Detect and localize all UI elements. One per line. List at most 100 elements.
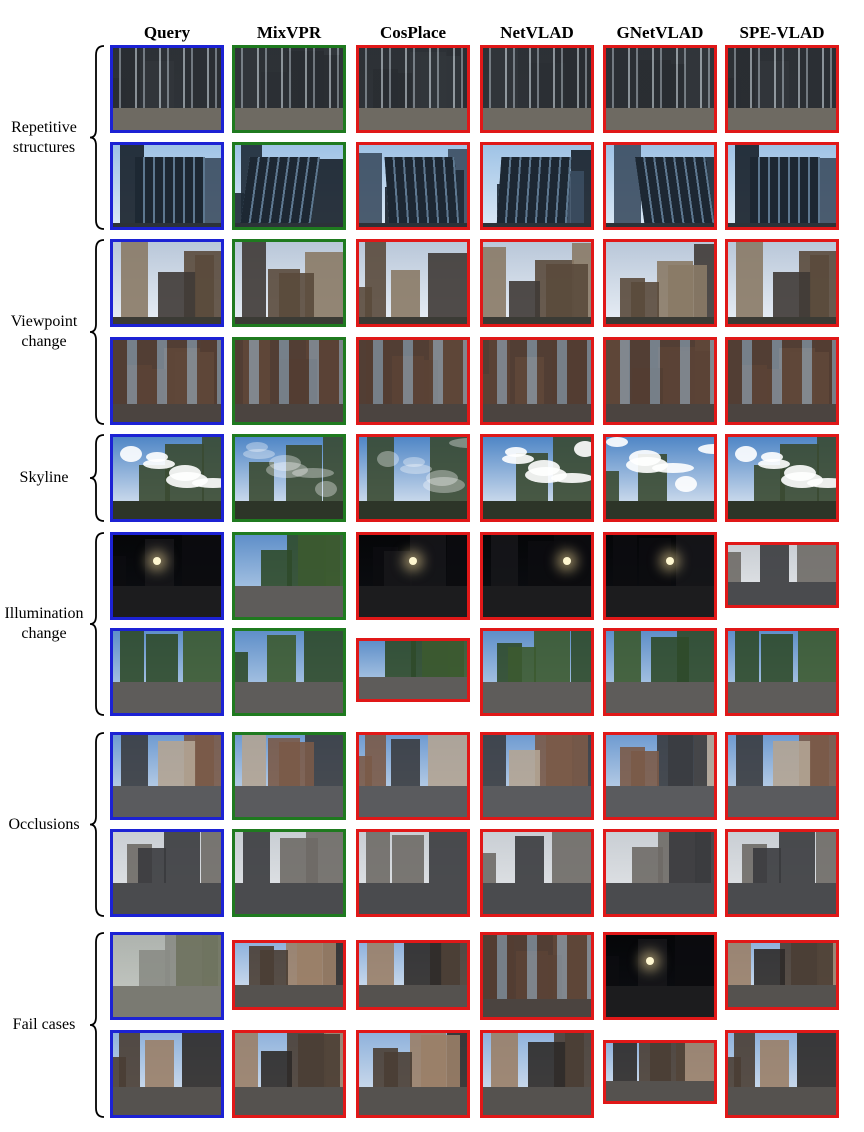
scene-building bbox=[816, 832, 836, 883]
scene-ground bbox=[235, 682, 343, 713]
result-image-query bbox=[110, 142, 224, 230]
scene-building bbox=[421, 1035, 460, 1087]
result-image-gnetvlad bbox=[603, 932, 717, 1020]
scene-building bbox=[491, 1033, 518, 1087]
result-image-spe-vlad bbox=[725, 732, 839, 820]
scene-cloud bbox=[377, 451, 399, 467]
scene-building bbox=[675, 935, 714, 986]
scene-ground bbox=[606, 682, 714, 713]
scene-building bbox=[614, 631, 641, 682]
scene-ground bbox=[235, 786, 343, 817]
scene-building bbox=[735, 631, 759, 682]
result-image-mixvpr bbox=[232, 732, 346, 820]
scene-ground bbox=[235, 985, 343, 1007]
scene-cloud bbox=[606, 437, 628, 447]
scene-building bbox=[429, 832, 467, 883]
scene-building bbox=[528, 1042, 566, 1087]
result-image-spe-vlad bbox=[725, 337, 839, 425]
scene-cloud bbox=[449, 438, 467, 448]
scene-building bbox=[182, 535, 221, 586]
scene-building bbox=[668, 265, 707, 317]
scene-ground bbox=[606, 501, 714, 519]
scene-cloud bbox=[761, 452, 783, 462]
scene-building bbox=[571, 631, 591, 682]
scene-cloud bbox=[292, 468, 334, 478]
group-label: Viewpoint change bbox=[0, 312, 94, 352]
scene-building bbox=[385, 641, 416, 677]
scene-ground bbox=[728, 317, 836, 324]
scene-building bbox=[119, 1033, 140, 1087]
scene-ground bbox=[235, 586, 343, 617]
scene-building bbox=[298, 1034, 340, 1087]
scene-building bbox=[297, 943, 336, 985]
scene-building bbox=[760, 1040, 789, 1087]
scene-building bbox=[430, 437, 467, 501]
scene-cloud bbox=[400, 464, 432, 474]
scene-facade bbox=[235, 48, 343, 108]
scene-glass-tower bbox=[135, 157, 205, 227]
scene-cloud bbox=[426, 470, 458, 486]
result-image-netvlad bbox=[480, 732, 594, 820]
result-image-query bbox=[110, 932, 224, 1020]
scene-building bbox=[158, 272, 196, 317]
scene-ground bbox=[606, 223, 714, 227]
result-image-mixvpr bbox=[232, 45, 346, 133]
scene-building bbox=[280, 838, 318, 883]
result-image-query bbox=[110, 628, 224, 716]
scene-ground bbox=[483, 883, 591, 914]
scene-ground bbox=[606, 317, 714, 324]
scene-ground bbox=[235, 108, 343, 130]
scene-glass-tower bbox=[635, 157, 714, 227]
scene-glass-tower bbox=[496, 157, 572, 227]
scene-cloud bbox=[525, 467, 567, 483]
scene-building bbox=[235, 652, 248, 682]
scene-building bbox=[773, 272, 811, 317]
scene-ground bbox=[483, 501, 591, 519]
result-image-netvlad bbox=[480, 142, 594, 230]
scene-building bbox=[441, 943, 460, 985]
scene-ground bbox=[113, 223, 221, 227]
scene-ground bbox=[113, 883, 221, 914]
scene-building bbox=[121, 735, 148, 786]
scene-building bbox=[509, 750, 540, 786]
result-image-spe-vlad bbox=[725, 829, 839, 917]
result-image-mixvpr bbox=[232, 532, 346, 620]
scene-building bbox=[546, 735, 588, 786]
scene-ground bbox=[359, 223, 467, 227]
scene-building bbox=[760, 545, 789, 582]
scene-cloud bbox=[735, 446, 757, 462]
scene-cloud bbox=[574, 441, 591, 457]
scene-building bbox=[552, 832, 591, 883]
scene-building bbox=[676, 535, 714, 586]
scene-building bbox=[176, 935, 218, 986]
result-image-mixvpr bbox=[232, 940, 346, 1010]
scene-ground bbox=[113, 682, 221, 713]
scene-ground bbox=[235, 404, 343, 422]
scene-ground bbox=[483, 108, 591, 130]
result-image-spe-vlad bbox=[725, 628, 839, 716]
result-image-gnetvlad bbox=[603, 45, 717, 133]
scene-facade bbox=[483, 48, 591, 108]
scene-cloud bbox=[551, 473, 591, 483]
scene-cloud bbox=[698, 444, 714, 454]
scene-cloud bbox=[626, 457, 668, 473]
scene-ground bbox=[728, 1087, 836, 1115]
scene-building bbox=[810, 735, 829, 786]
result-image-spe-vlad bbox=[725, 434, 839, 522]
scene-cloud bbox=[269, 455, 301, 471]
scene-building bbox=[139, 950, 170, 986]
scene-building bbox=[791, 943, 833, 985]
scene-building bbox=[359, 153, 382, 223]
scene-building bbox=[158, 741, 196, 786]
result-image-gnetvlad bbox=[603, 732, 717, 820]
scene-ground bbox=[728, 582, 836, 605]
result-image-query bbox=[110, 829, 224, 917]
group-label-line: Skyline bbox=[19, 469, 69, 486]
scene-building bbox=[606, 471, 619, 501]
scene-ground bbox=[113, 786, 221, 817]
group-label-line: Illumination bbox=[4, 605, 84, 622]
scene-building bbox=[242, 242, 266, 317]
scene-building bbox=[267, 635, 296, 682]
group-label-line: change bbox=[21, 625, 67, 642]
scene-ground bbox=[483, 1087, 591, 1115]
